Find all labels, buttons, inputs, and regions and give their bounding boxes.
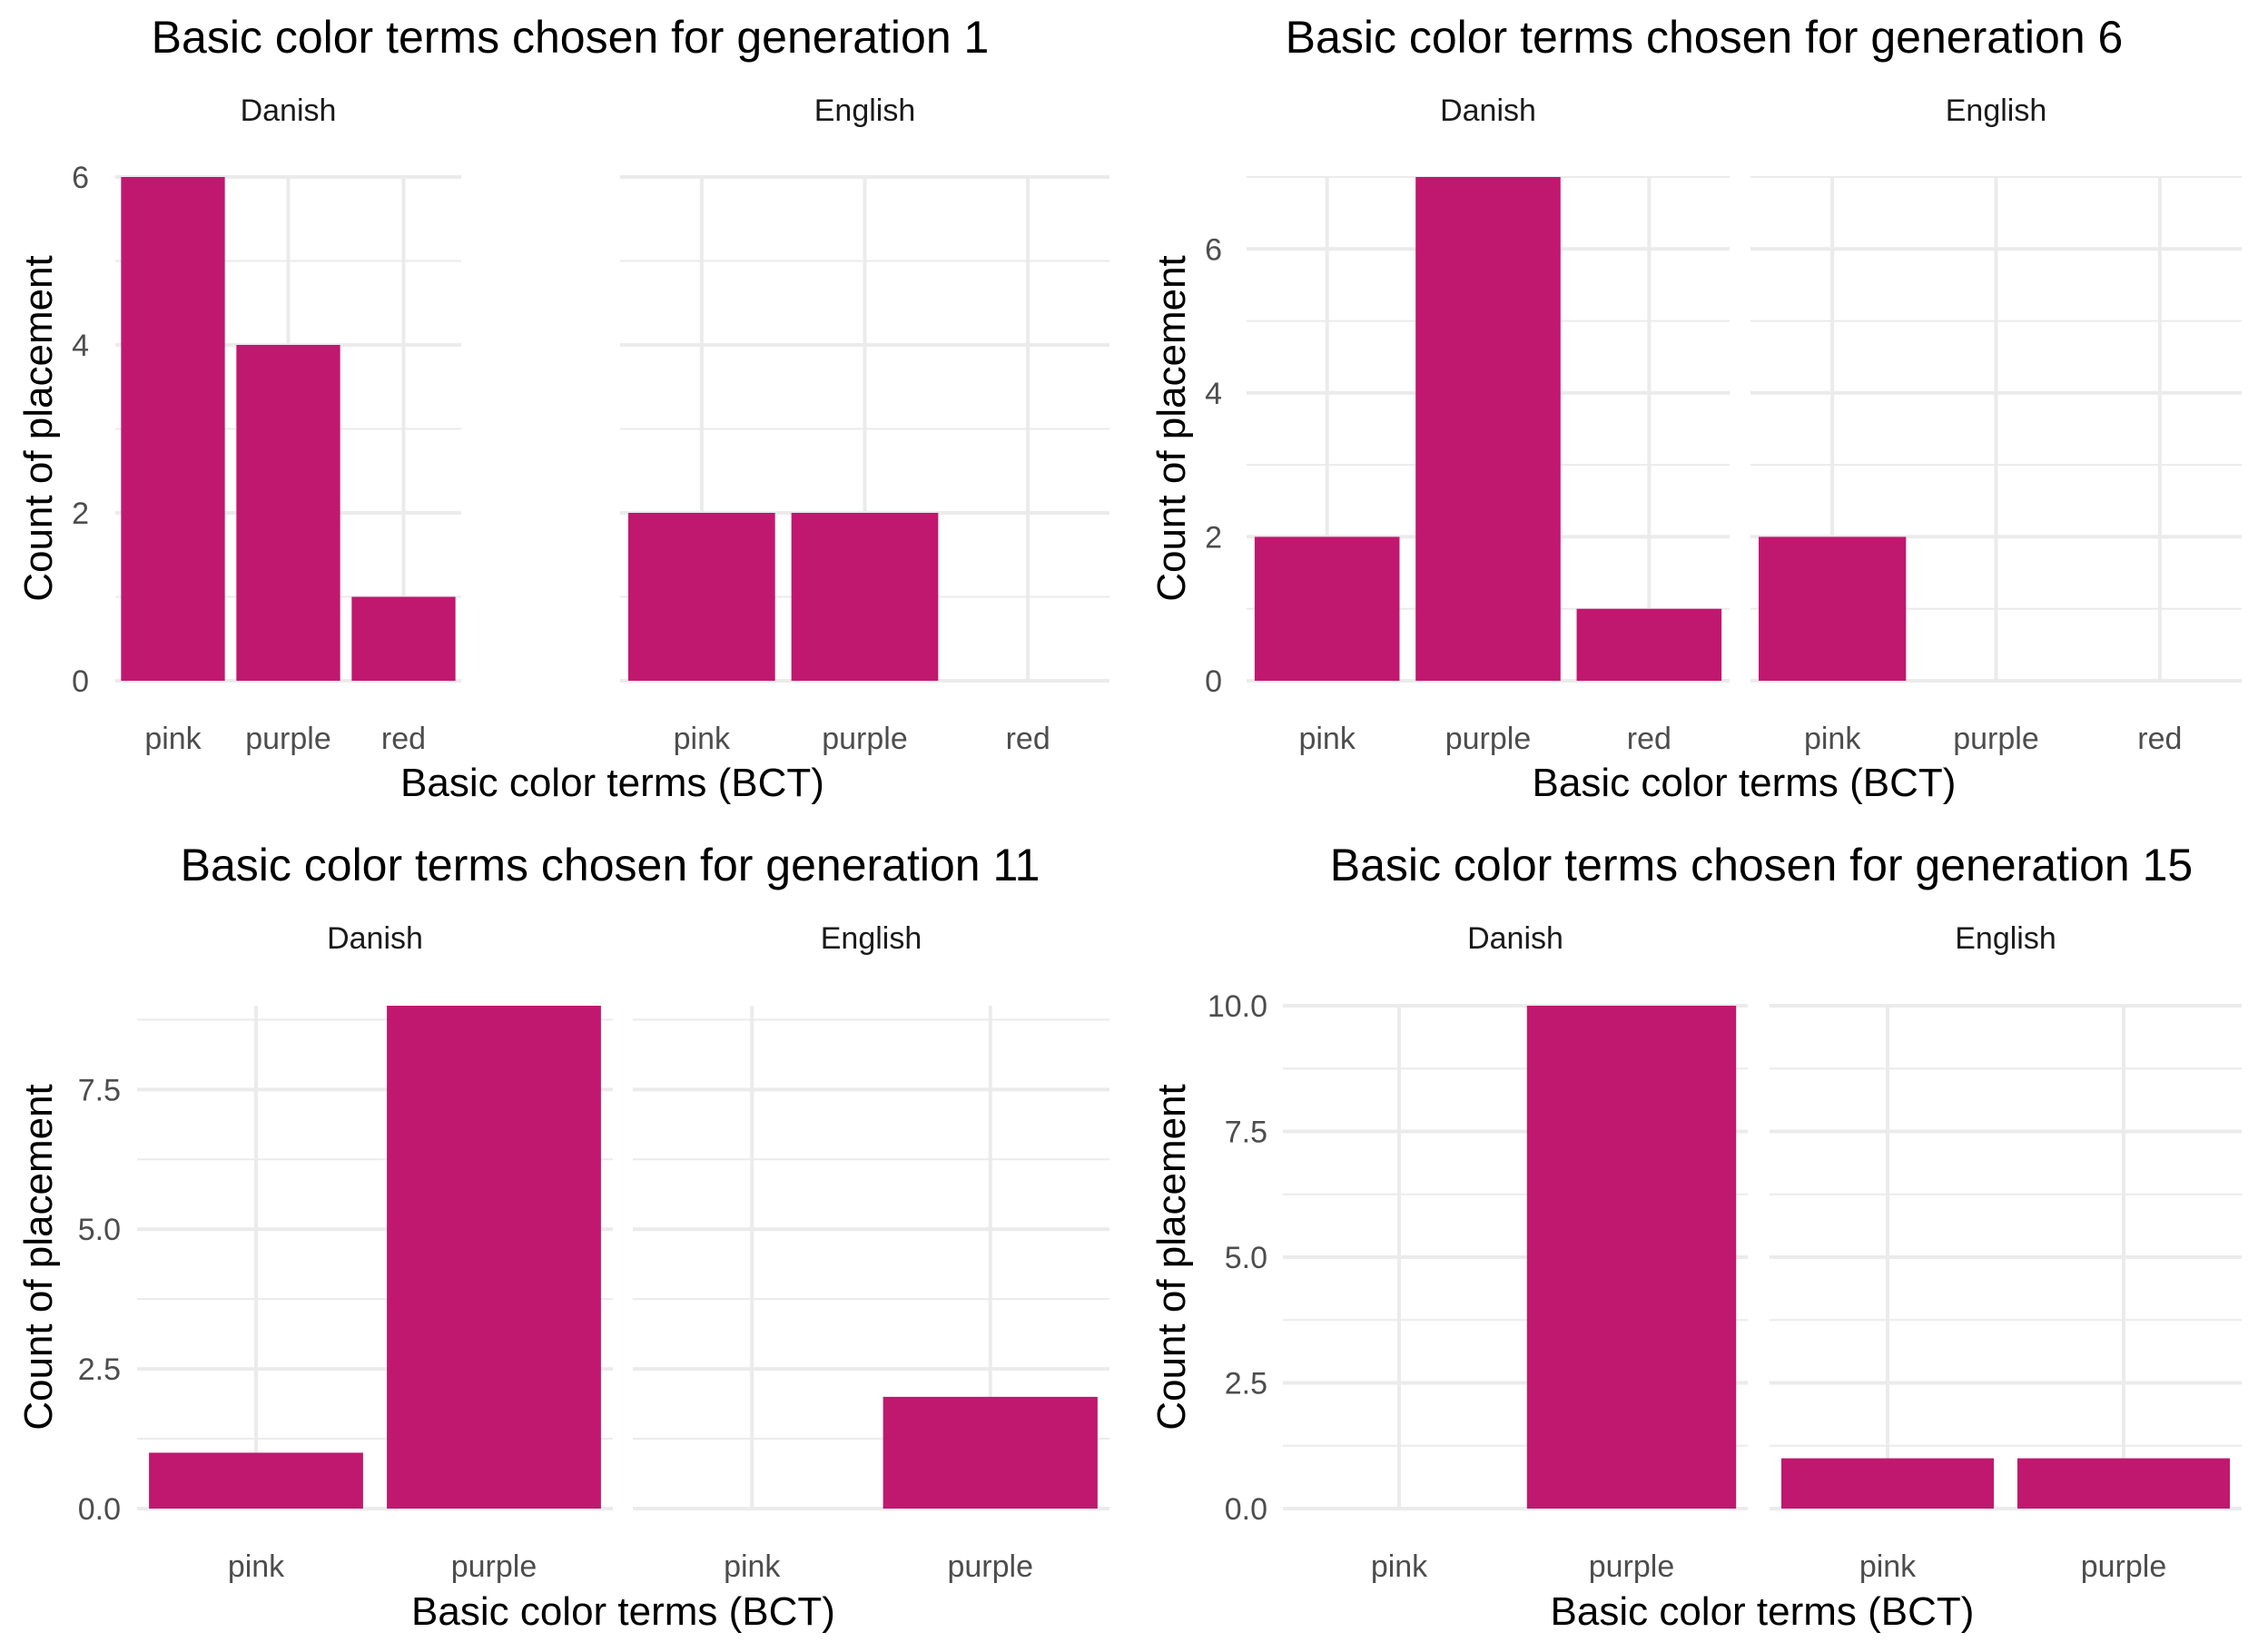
bar-english-pink (1781, 1458, 1994, 1509)
bar-danish-purple (1526, 1006, 1737, 1509)
y-tick-label: 10.0 (1208, 989, 1267, 1024)
chart-title: Basic color terms chosen for generation … (181, 840, 1040, 890)
x-tick-label: red (1006, 722, 1050, 756)
facet-label: English (1946, 93, 2047, 128)
y-tick-label: 5.0 (78, 1213, 121, 1247)
x-axis-title: Basic color terms (BCT) (1533, 761, 1957, 805)
x-tick-label: pink (674, 722, 731, 756)
x-tick-label: purple (822, 722, 908, 756)
facet-panel-danish: pink purple Danish (1283, 921, 1748, 1584)
facet-label: Danish (241, 93, 337, 128)
x-tick-label: pink (1804, 722, 1861, 756)
facet-panel-danish: pink purple Danish (137, 921, 613, 1584)
bar-danish-pink (1254, 536, 1400, 681)
x-tick-label: red (1627, 722, 1671, 756)
y-axis-title: Count of placement (1149, 1084, 1194, 1431)
chart-generation-1: Basic color terms chosen for generation … (16, 12, 1109, 805)
x-tick-label: purple (1445, 722, 1532, 756)
x-axis-title: Basic color terms (BCT) (1551, 1589, 1975, 1634)
y-tick-label: 2 (1205, 520, 1222, 555)
bar-english-pink (627, 513, 775, 681)
chart-title: Basic color terms chosen for generation … (1330, 840, 2194, 890)
y-tick-label: 0 (72, 664, 89, 699)
x-tick-label: purple (245, 722, 331, 756)
bar-english-purple (882, 1396, 1098, 1509)
facet-panel-english: pink purple English (633, 921, 1109, 1584)
facet-label: Danish (1467, 921, 1563, 956)
chart-title: Basic color terms chosen for generation … (1286, 12, 2124, 63)
chart-generation-11: Basic color terms chosen for generation … (16, 840, 1109, 1634)
facet-panel-english: pink purple English (1770, 921, 2242, 1584)
x-tick-label: pink (1371, 1549, 1428, 1584)
y-tick-label: 0.0 (1225, 1492, 1267, 1527)
y-tick-label: 4 (72, 329, 89, 363)
facet-label: Danish (1440, 93, 1536, 128)
y-tick-label: 7.5 (1225, 1116, 1267, 1150)
bar-danish-pink (121, 177, 225, 681)
x-tick-label: pink (228, 1549, 285, 1584)
facet-label: English (1955, 921, 2056, 956)
x-tick-label: red (381, 722, 426, 756)
x-tick-label: purple (947, 1549, 1033, 1584)
y-tick-label: 2.5 (1225, 1367, 1267, 1401)
facet-label: English (814, 93, 916, 128)
y-tick-label: 6 (72, 161, 89, 195)
x-tick-label: pink (724, 1549, 781, 1584)
y-tick-label: 0.0 (78, 1492, 121, 1527)
bar-danish-purple (387, 1006, 601, 1509)
x-tick-label: purple (1953, 722, 2039, 756)
x-axis-title: Basic color terms (BCT) (411, 1589, 835, 1634)
x-tick-label: red (2137, 722, 2182, 756)
facet-panel-english: pink purple red English (620, 93, 1109, 756)
facet-label: English (821, 921, 922, 956)
y-tick-label: 2 (72, 497, 89, 531)
y-tick-label: 7.5 (78, 1073, 121, 1107)
bar-english-purple (2017, 1458, 2230, 1509)
y-axis-title: Count of placement (16, 255, 61, 602)
x-tick-label: pink (1859, 1549, 1917, 1584)
chart-generation-6: Basic color terms chosen for generation … (1149, 12, 2242, 805)
chart-title: Basic color terms chosen for generation … (152, 12, 990, 63)
facet-panel-danish: pink purple red Danish (1247, 93, 1730, 756)
y-tick-label: 5.0 (1225, 1241, 1267, 1275)
y-tick-label: 0 (1205, 664, 1222, 699)
y-axis-title: Count of placement (1149, 255, 1194, 602)
x-tick-label: purple (1589, 1549, 1675, 1584)
x-tick-label: purple (451, 1549, 537, 1584)
bar-english-purple (791, 513, 939, 681)
facet-panel-english: pink purple red English (1750, 93, 2242, 756)
x-tick-label: purple (2081, 1549, 2167, 1584)
y-axis-title: Count of placement (16, 1084, 61, 1431)
x-axis-title: Basic color terms (BCT) (400, 761, 824, 805)
x-tick-label: pink (144, 722, 202, 756)
bar-danish-purple (236, 345, 340, 681)
y-tick-label: 4 (1205, 377, 1222, 411)
bar-danish-purple (1415, 177, 1561, 681)
chart-generation-15: Basic color terms chosen for generation … (1149, 840, 2242, 1634)
facet-label: Danish (327, 921, 423, 956)
bar-english-pink (1759, 536, 1907, 681)
bar-danish-pink (149, 1452, 363, 1509)
bar-danish-red (1576, 608, 1722, 681)
x-tick-label: pink (1298, 722, 1356, 756)
facet-panel-danish: pink purple red Danish (115, 93, 461, 756)
y-tick-label: 2.5 (78, 1352, 121, 1387)
y-tick-label: 6 (1205, 232, 1222, 267)
bar-danish-red (351, 596, 456, 681)
